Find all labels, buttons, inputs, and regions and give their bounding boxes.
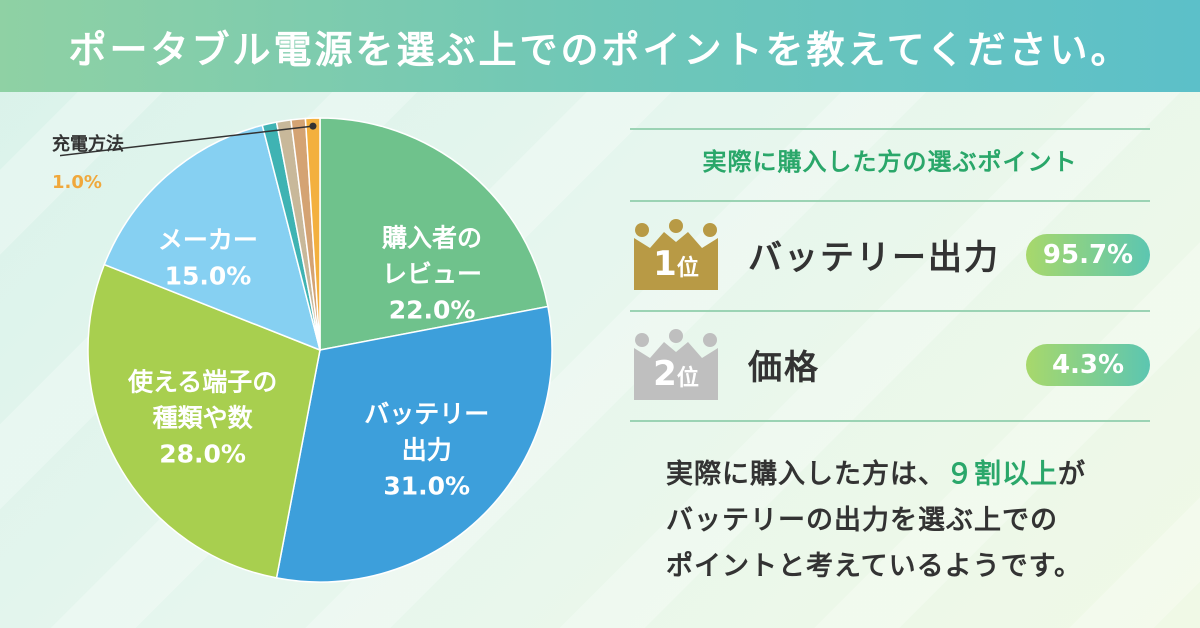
pie-slice-3-percent: 15.0%	[165, 261, 252, 290]
summary-line-2: バッテリーの出力を選ぶ上での	[666, 505, 1058, 536]
divider-top	[630, 128, 1150, 130]
rank-1-percent: 95.7%	[1026, 234, 1150, 276]
rank-2-name: 価格	[748, 348, 820, 388]
rank-row-2: 2位 価格 4.3%	[630, 328, 1150, 408]
header-banner: ポータブル電源を選ぶ上でのポイントを教えてください。	[0, 0, 1200, 92]
leader-dot	[309, 122, 317, 130]
pie-slice-3	[103, 124, 322, 352]
pie-slice-0-percent: 22.0%	[389, 295, 476, 324]
leader-percent: 1.0%	[52, 172, 102, 193]
rank-1-name: バッテリー出力	[748, 238, 1000, 278]
rank-row-1: 1位 バッテリー出力 95.7%	[630, 218, 1150, 298]
rank-1-badge: 1位	[653, 244, 699, 284]
page-title: ポータブル電源を選ぶ上でのポイントを教えてください。	[68, 27, 1132, 72]
pie-slice-2-label: 種類や数	[153, 403, 254, 432]
divider-subtitle	[630, 200, 1150, 202]
pie-slice-1-label: 出力	[402, 435, 452, 464]
pie-slice-7	[304, 117, 321, 351]
ranking-subtitle: 実際に購入した方の選ぶポイント	[702, 148, 1078, 176]
pie-slice-2-label: 使える端子の	[127, 367, 277, 396]
silver-crown-icon	[634, 329, 718, 400]
divider-rank2	[630, 420, 1150, 422]
pie-slice-0-label: レビュー	[382, 259, 482, 288]
pie-slice-0-label: 購入者の	[382, 223, 482, 252]
pie-slice-2	[87, 263, 321, 579]
pie-slice-1	[275, 305, 553, 583]
leader-line	[60, 125, 314, 157]
summary-line-3: ポイントと考えているようです。	[666, 551, 1082, 582]
rank-2-badge: 2位	[653, 354, 699, 394]
summary-text: 実際に購入した方は、９割以上が バッテリーの出力を選ぶ上での ポイントと考えてい…	[666, 452, 1166, 590]
rank-2-percent: 4.3%	[1026, 344, 1150, 386]
pie-slice-3-label: メーカー	[158, 225, 258, 254]
divider-rank1	[630, 310, 1150, 312]
pie-slice-2-percent: 28.0%	[159, 439, 246, 468]
gold-crown-icon	[634, 219, 718, 290]
summary-line-1: 実際に購入した方は、９割以上が	[666, 459, 1086, 490]
pie-slice-1-percent: 31.0%	[383, 471, 470, 500]
pie-slice-0	[319, 117, 549, 351]
leader-label: 充電方法	[52, 134, 124, 155]
pie-slice-1-label: バッテリー	[364, 399, 489, 428]
